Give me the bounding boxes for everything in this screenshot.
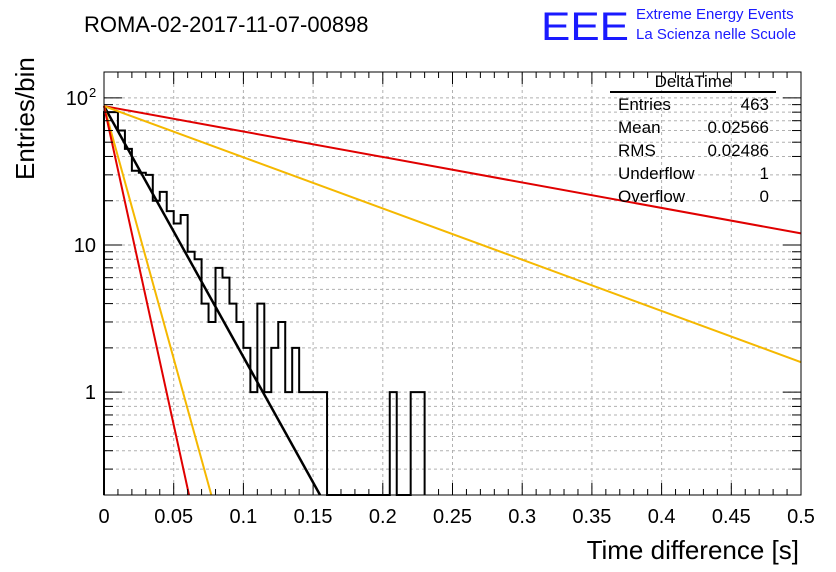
x-axis-label: Time difference [s]	[587, 535, 799, 565]
eee-logo: EEE Extreme Energy Events La Scienza nel…	[541, 5, 796, 49]
x-tick-label: 0.45	[712, 506, 751, 528]
logo-line1: Extreme Energy Events	[636, 6, 794, 23]
x-tick-label: 0.1	[229, 506, 257, 528]
stats-label-underflow: Underflow	[618, 164, 695, 183]
grid	[104, 72, 801, 495]
fit-line	[103, 105, 802, 235]
x-tick-label: 0.35	[572, 506, 611, 528]
y-axis-label: Entries/bin	[10, 57, 40, 180]
fit-line	[103, 105, 191, 496]
chart-title: ROMA-02-2017-11-07-00898	[84, 12, 369, 37]
x-tick-label: 0.05	[154, 506, 193, 528]
stats-label-rms: RMS	[618, 141, 656, 160]
logo-mark: EEE	[541, 5, 629, 49]
stats-label-mean: Mean	[618, 118, 661, 137]
fit-line	[103, 105, 213, 496]
stats-value-entries: 463	[741, 95, 769, 114]
fit-line	[102, 105, 322, 496]
stats-title: DeltaTime	[655, 72, 732, 91]
stats-label-overflow: Overflow	[618, 187, 686, 206]
stats-value-rms: 0.02486	[708, 141, 769, 160]
logo-line2: La Scienza nelle Scuole	[636, 26, 796, 43]
x-tick-label: 0.25	[433, 506, 472, 528]
stats-value-overflow: 0	[760, 187, 769, 206]
stats-box: DeltaTime Entries 463 Mean 0.02566 RMS 0…	[610, 72, 776, 206]
x-tick-label: 0.3	[508, 506, 536, 528]
y-tick-label-exponent: 2	[89, 85, 96, 100]
stats-label-entries: Entries	[618, 95, 671, 114]
y-tick-label: 1	[85, 382, 96, 404]
y-tick-label: 10	[66, 88, 88, 110]
x-tick-label: 0.2	[369, 506, 397, 528]
fit-lines	[102, 105, 802, 496]
x-tick-label: 0.4	[648, 506, 676, 528]
y-tick-label: 10	[74, 235, 96, 257]
x-tick-label: 0.15	[294, 506, 333, 528]
stats-value-mean: 0.02566	[708, 118, 769, 137]
stats-value-underflow: 1	[760, 164, 769, 183]
axes: 0 0.05 0.1 0.15 0.2 0.25 0.3 0.35 0.4 0.45 0.51101…	[66, 72, 815, 528]
x-tick-label: 0.5	[787, 506, 815, 528]
fit-line	[103, 105, 802, 364]
x-tick-label: 0	[98, 506, 109, 528]
